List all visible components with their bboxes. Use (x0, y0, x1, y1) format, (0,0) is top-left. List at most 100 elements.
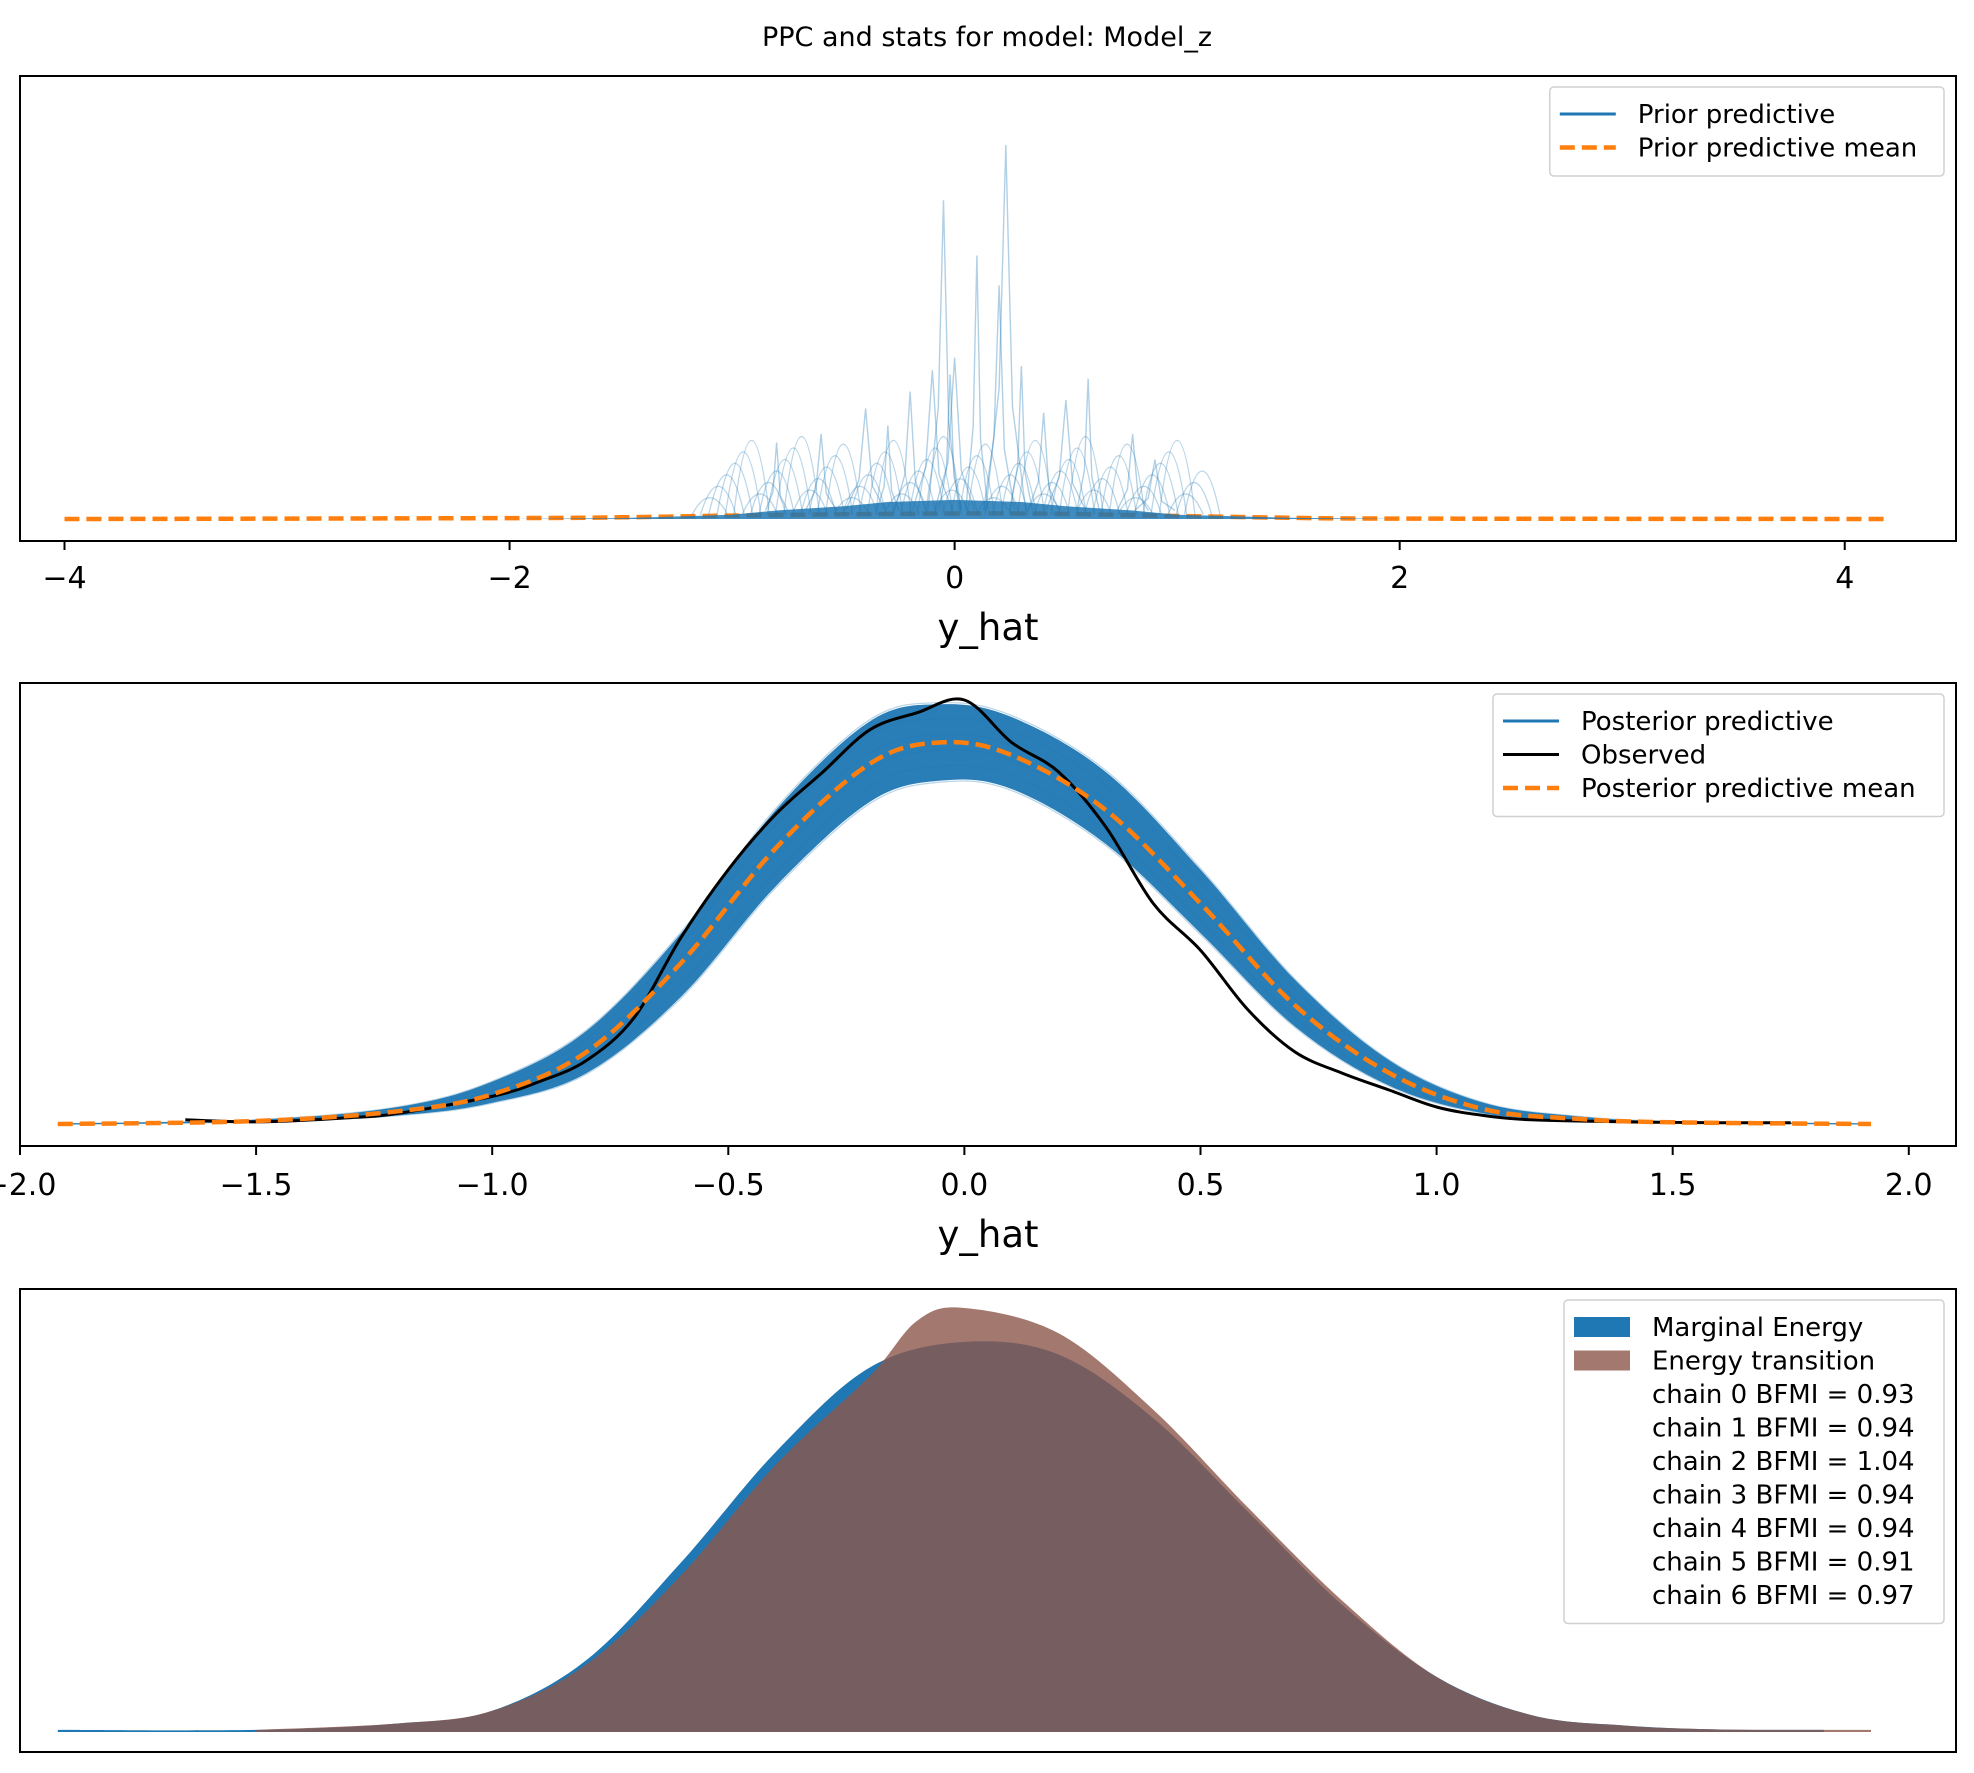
series-energy-transition (256, 1307, 1872, 1732)
prior-predictive-trace (749, 482, 787, 515)
prior-predictive-trace (1117, 497, 1154, 516)
x-axis-label: y_hat (937, 606, 1038, 649)
prior-predictive-trace (791, 489, 829, 515)
prior-predictive-trace (699, 485, 737, 515)
prior-predictive-trace (1025, 493, 1063, 516)
prior-predictive-trace (1008, 451, 1046, 515)
legend-label-marginal-energy: Marginal Energy (1652, 1313, 1863, 1343)
legend-label-prior-predictive-mean: Prior predictive mean (1638, 134, 1917, 164)
prior-predictive-trace (965, 255, 989, 511)
x-axis-label: y_hat (937, 1213, 1038, 1256)
prior-predictive-trace (958, 455, 996, 515)
prior-predictive-trace (1142, 462, 1179, 515)
prior-predictive-trace (1050, 459, 1088, 515)
prior-predictive-trace (985, 144, 1027, 511)
series-prior-predictive-mean (64, 511, 1890, 522)
prior-predictive-trace (1150, 451, 1188, 515)
prior-predictive-trace (1134, 459, 1176, 512)
legend-label-observed: Observed (1581, 741, 1706, 771)
prior-predictive-trace (1133, 474, 1171, 515)
prior-predictive-trace (741, 493, 779, 516)
legend-label-chain-1-bfmi: chain 1 BFMI = 0.94 (1652, 1414, 1915, 1444)
prior-predictive-trace (816, 455, 854, 515)
legend-handle-marginal-energy (1574, 1317, 1630, 1337)
prior-predictive-trace (1108, 443, 1146, 515)
prior-predictive-trace (844, 408, 887, 511)
prior-predictive-trace (874, 440, 912, 515)
prior-predictive-trace (1027, 412, 1060, 511)
axes-frame (19, 1288, 1957, 1753)
prior-predictive-trace (1041, 470, 1079, 515)
legend-label-chain-6-bfmi: chain 6 BFMI = 0.97 (1652, 1581, 1915, 1611)
prior-predictive-trace (1175, 482, 1213, 515)
prior-predictive-trace (1091, 466, 1129, 515)
prior-predictive-trace (893, 391, 927, 511)
x-axis: −2.0 −1.5 −1.0 −0.5 0.0 0.5 1.0 1.5 2.0 (0, 1146, 1933, 1203)
legend-label-chain-0-bfmi: chain 0 BFMI = 0.93 (1652, 1380, 1915, 1410)
x-tick-label: 4 (1835, 561, 1854, 596)
prior-predictive-trace (858, 462, 896, 515)
prior-predictive-trace (1045, 399, 1087, 511)
prior-predictive-trace (927, 200, 960, 511)
prior-predictive-trace (824, 443, 862, 515)
plot-area (64, 144, 1890, 522)
prior-predictive-trace (766, 459, 804, 515)
legend-frame (1492, 693, 1945, 818)
prior-predictive-trace (1158, 440, 1196, 515)
x-tick-label: 2.0 (1885, 1168, 1933, 1203)
x-tick-label: 0.0 (941, 1168, 989, 1203)
series-observed (185, 697, 1791, 1125)
prior-predictive-trace (808, 466, 846, 515)
prior-predictive-trace (991, 474, 1029, 515)
figure-title: PPC and stats for model: Model_z (762, 22, 1212, 53)
x-tick-label: −4 (42, 561, 86, 596)
prior-predictive-trace (1058, 447, 1096, 515)
prior-predictive-trace (1125, 485, 1163, 515)
prior-predictive-band (509, 499, 1400, 519)
legend: Prior predictive Prior predictive mean (1549, 86, 1945, 177)
prior-predictive-trace (900, 470, 937, 515)
prior-predictive-trace (1183, 470, 1221, 515)
x-tick-label: −0.5 (692, 1168, 765, 1203)
prior-predictive-trace (938, 374, 962, 511)
posterior-predictive-panel: −2.0 −1.5 −1.0 −0.5 0.0 0.5 1.0 1.5 2.0 y_hat Post… (0, 682, 1957, 1256)
prior-predictive-trace (911, 370, 954, 511)
prior-predictive-trace (1167, 493, 1204, 516)
posterior-predictive-trace (57, 764, 1872, 1125)
x-axis: −4 −2 0 2 4 (42, 541, 1854, 596)
x-tick-label: 0 (945, 561, 964, 596)
prior-predictive-trace (933, 357, 976, 511)
x-tick-label: −1.5 (220, 1168, 293, 1203)
prior-predictive-trace (758, 470, 796, 515)
prior-predictive-trace (891, 482, 929, 515)
prior-predictive-trace (783, 436, 821, 515)
posterior-predictive-trace (57, 780, 1872, 1125)
prior-predictive-trace (1076, 378, 1100, 511)
prior-predictive-trace (966, 443, 1004, 515)
legend-label-posterior-predictive: Posterior predictive (1581, 707, 1834, 737)
prior-predictive-trace (716, 462, 754, 515)
plot-area (57, 1307, 1872, 1732)
legend-label-chain-2-bfmi: chain 2 BFMI = 1.04 (1652, 1447, 1915, 1477)
axes-frame (19, 682, 1957, 1147)
prior-predictive-trace (982, 285, 1016, 511)
prior-predictive-trace (724, 451, 762, 515)
prior-predictive-trace (1000, 462, 1038, 515)
prior-predictive-trace (933, 489, 971, 515)
posterior-predictive-trace (57, 733, 1872, 1125)
prior-predictive-trace (941, 478, 979, 515)
prior-predictive-trace (1100, 455, 1138, 515)
prior-predictive-trace (916, 447, 954, 515)
prior-predictive-trace (833, 497, 871, 516)
prior-predictive-trace (925, 436, 962, 515)
x-tick-label: 0.5 (1177, 1168, 1225, 1203)
plot-area (57, 697, 1872, 1127)
prior-predictive-trace (1033, 482, 1071, 515)
legend-label-chain-3-bfmi: chain 3 BFMI = 0.94 (1652, 1481, 1915, 1511)
legend-handle-energy-transition (1574, 1350, 1630, 1371)
x-tick-label: −2 (487, 561, 531, 596)
prior-predictive-trace (804, 433, 838, 511)
